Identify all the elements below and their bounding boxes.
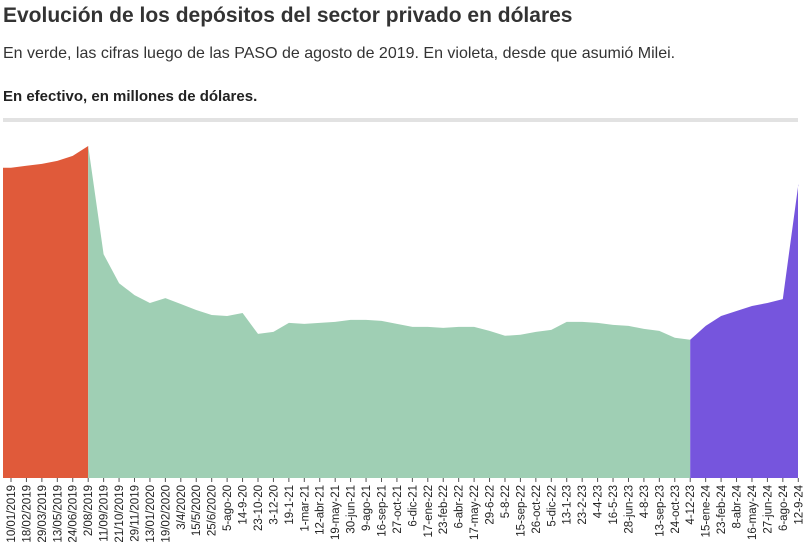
x-tick-label: 27-oct-21 xyxy=(392,485,404,534)
bars-post-paso xyxy=(88,146,691,478)
x-tick-label: 13-1-23 xyxy=(562,485,574,525)
bars-pre-paso xyxy=(3,146,89,478)
x-tick-label: 29/03/2019 xyxy=(37,485,49,543)
x-tick-label: 2/08/2019 xyxy=(83,485,95,536)
x-tick-label: 14-9-20 xyxy=(238,485,250,525)
x-tick-label: 3/4/2020 xyxy=(176,485,188,530)
x-tick-label: 25/6/2020 xyxy=(207,485,219,536)
x-tick-label: 29/11/2019 xyxy=(130,485,142,542)
x-tick-label: 23-10-20 xyxy=(253,485,265,531)
x-tick-label: 18/02/2019 xyxy=(21,485,33,543)
x-tick-label: 24/06/2019 xyxy=(68,485,80,543)
x-tick-label: 17-may-22 xyxy=(469,485,481,540)
x-tick-label: 29-6-22 xyxy=(485,485,497,525)
x-tick-label: 4-8-23 xyxy=(639,485,651,518)
x-tick-label: 10/01/2019 xyxy=(6,485,18,543)
x-tick-label: 3-12-20 xyxy=(268,485,280,525)
x-tick-label: 15-ene-24 xyxy=(701,484,713,537)
x-tick-label: 16-5-23 xyxy=(608,485,620,525)
x-tick-label: 6-abr-22 xyxy=(454,485,466,528)
x-tick-label: 8-abr-24 xyxy=(732,484,744,528)
x-tick-label: 30-jun-21 xyxy=(346,485,358,534)
x-tick-label: 21/10/2019 xyxy=(114,485,126,543)
x-tick-label: 4-4-23 xyxy=(593,485,605,518)
x-tick-label: 13/01/2020 xyxy=(145,485,157,543)
x-tick-label: 13/05/2019 xyxy=(52,485,64,543)
x-tick-label: 15-sep-22 xyxy=(515,485,527,537)
x-tick-label: 23-feb-22 xyxy=(438,485,450,534)
x-tick-label: 15/5/2020 xyxy=(191,485,203,536)
x-axis-ticks: 10/01/2019 18/02/2019 29/03/2019 13/05/2019… xyxy=(6,478,804,543)
x-tick-label: 5-dic-22 xyxy=(546,485,558,527)
x-tick-label: 23-feb-24 xyxy=(716,484,728,534)
x-tick-label: 6-dic-21 xyxy=(407,485,419,527)
deposits-bar-chart: 10/01/2019 18/02/2019 29/03/2019 13/05/2019… xyxy=(3,146,804,543)
x-tick-label: 23-2-23 xyxy=(577,485,589,525)
x-tick-label: 17-ene-22 xyxy=(423,485,435,537)
x-tick-label: 4-12-23 xyxy=(685,485,697,525)
x-tick-label: 12-abr-21 xyxy=(315,485,327,535)
chart-subtitle: En verde, las cifras luego de las PASO d… xyxy=(3,45,676,62)
x-tick-label: 1-mar-21 xyxy=(299,485,311,532)
bars-milei xyxy=(690,184,799,478)
x-tick-label: 27-jun-24 xyxy=(762,484,774,533)
x-tick-label: 16-sep-21 xyxy=(377,485,389,537)
x-tick-label: 26-oct-22 xyxy=(531,485,543,534)
x-tick-label: 28-jun-23 xyxy=(624,485,636,534)
x-tick-label: 16-may-24 xyxy=(747,484,759,540)
x-tick-label: 5-8-22 xyxy=(500,485,512,518)
chart-title: Evolución de los depósitos del sector pr… xyxy=(3,4,573,27)
x-tick-label: 9-ago-21 xyxy=(361,485,373,531)
divider xyxy=(3,118,798,122)
x-tick-label: 19-may-21 xyxy=(330,485,342,540)
x-tick-label: 13-sep-23 xyxy=(654,485,666,537)
bar-series xyxy=(3,146,799,478)
x-tick-label: 19-1-21 xyxy=(284,485,296,525)
x-tick-label: 6-ago-24 xyxy=(778,484,790,531)
x-tick-label: 19/02/2020 xyxy=(160,485,172,543)
x-tick-label: 12-9-24 xyxy=(793,484,804,524)
x-tick-label: 11/09/2019 xyxy=(99,485,111,542)
x-tick-label: 5-ago-20 xyxy=(222,485,234,531)
x-tick-label: 24-oct-23 xyxy=(670,485,682,534)
unit-note: En efectivo, en millones de dólares. xyxy=(3,88,258,105)
